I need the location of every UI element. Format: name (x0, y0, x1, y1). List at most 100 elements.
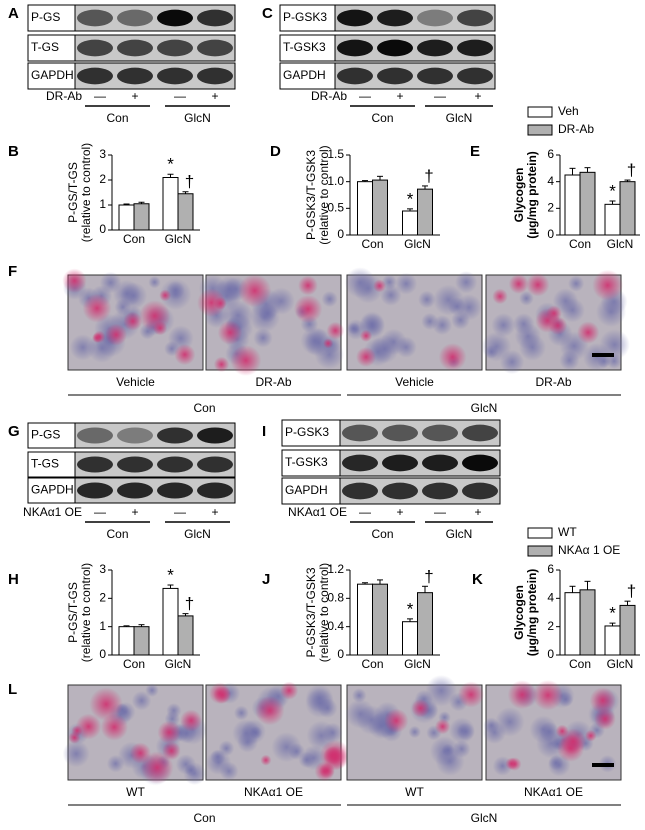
glycogen-stain (434, 718, 451, 735)
treatment-sign: + (474, 89, 481, 103)
blot-band (422, 454, 458, 472)
cell-stain (304, 328, 334, 357)
cell-stain (344, 267, 376, 299)
panel-label: F (8, 263, 17, 280)
treatment-sign: + (396, 505, 403, 519)
y-axis-label: (relative to control) (79, 143, 93, 242)
blot-row-label: GAPDH (285, 483, 328, 497)
blot-band (377, 9, 413, 27)
blot-label-box (279, 34, 336, 62)
blot-band (157, 482, 193, 499)
cell-stain (232, 719, 261, 747)
group-label: GlcN (446, 111, 473, 125)
y-axis-label: (relative to control) (79, 563, 93, 662)
y-tick-label: 0.4 (327, 619, 344, 633)
cell-stain (145, 683, 159, 698)
y-axis-label: P-GS/T-GS (66, 582, 80, 643)
bar (579, 171, 596, 236)
significance-mark: * (167, 566, 174, 585)
blot-band (422, 482, 458, 500)
y-axis-label: (µg/mg protein) (525, 569, 539, 657)
cell-stain (175, 754, 197, 775)
micrograph-label: DR-Ab (535, 375, 571, 389)
bar (357, 583, 373, 656)
cell-stain (345, 699, 376, 729)
glycogen-stain (359, 329, 373, 342)
blot-band (197, 456, 233, 473)
y-tick-label: 6 (547, 562, 554, 576)
cell-stain (491, 313, 516, 338)
blot-band (77, 67, 113, 85)
bar (133, 203, 150, 231)
significance-mark: * (167, 155, 174, 174)
y-tick-label: 0 (547, 647, 554, 661)
cell-stain (451, 310, 470, 330)
blot-band (417, 67, 453, 85)
x-tick-label: GlcN (607, 657, 634, 671)
significance-mark: * (609, 604, 616, 623)
treatment-sign: + (474, 505, 481, 519)
glycogen-stain (217, 320, 243, 345)
glycogen-stain (123, 311, 143, 331)
y-axis-label: Glycogen (512, 585, 526, 640)
y-tick-label: 0 (547, 227, 554, 241)
micrograph-label: DR-Ab (255, 375, 291, 389)
bar (162, 587, 179, 656)
glycogen-stain (326, 321, 345, 340)
glycogen-stain (89, 687, 123, 722)
bar (177, 193, 194, 231)
legend-label: Veh (558, 104, 579, 118)
panel-label: A (8, 5, 19, 22)
blot-label-box (27, 34, 76, 62)
blot-band (417, 9, 453, 27)
legend-swatch (527, 106, 553, 118)
y-tick-label: 2 (547, 201, 554, 215)
glycogen-stain (314, 761, 335, 782)
significance-mark: † (424, 567, 433, 586)
glycogen-stain (355, 346, 377, 368)
blot-band (197, 9, 233, 27)
bar (417, 188, 433, 236)
glycogen-stain (105, 323, 128, 346)
micrograph-label: WT (405, 785, 424, 799)
glycogen-stain (526, 273, 550, 297)
x-tick-label: GlcN (404, 237, 431, 251)
cell-stain (418, 290, 436, 309)
micrograph-label: WT (126, 785, 145, 799)
blot-label-box (27, 4, 76, 32)
y-tick-label: 6 (547, 147, 554, 161)
cell-stain (351, 688, 367, 703)
cell-stain (408, 725, 421, 739)
treatment-label: DR-Ab (311, 89, 347, 103)
blot-band (197, 482, 233, 499)
blot-band (117, 427, 153, 444)
y-axis-label: P-GSK3/T-GSK3 (304, 567, 318, 657)
blot-label-box (27, 422, 76, 449)
y-tick-label: 3 (99, 562, 106, 576)
blot-label-box (279, 4, 336, 32)
cell-stain (429, 736, 460, 767)
treatment-sign: — (94, 89, 106, 103)
blot-band (382, 454, 418, 472)
glycogen-stain (298, 275, 318, 296)
treatment-sign: + (396, 89, 403, 103)
legend-label: NKAα 1 OE (558, 543, 620, 557)
y-axis-label: P-GSK3/T-GSK3 (304, 150, 318, 240)
significance-mark: * (407, 599, 414, 618)
blot-band (342, 424, 378, 442)
significance-mark: † (424, 166, 433, 185)
bar (402, 621, 418, 656)
glycogen-stain (213, 686, 232, 704)
cell-stain (317, 698, 338, 719)
y-tick-label: 1 (99, 619, 106, 633)
treatment-sign: — (359, 89, 371, 103)
treatment-sign: — (359, 505, 371, 519)
y-tick-label: 0 (99, 222, 106, 236)
blot-row-label: P-GS (31, 10, 60, 24)
x-tick-label: Con (123, 657, 145, 671)
glycogen-stain (457, 681, 485, 708)
group-label: Con (371, 111, 393, 125)
group-label: GlcN (471, 401, 498, 415)
x-tick-label: Con (361, 237, 383, 251)
